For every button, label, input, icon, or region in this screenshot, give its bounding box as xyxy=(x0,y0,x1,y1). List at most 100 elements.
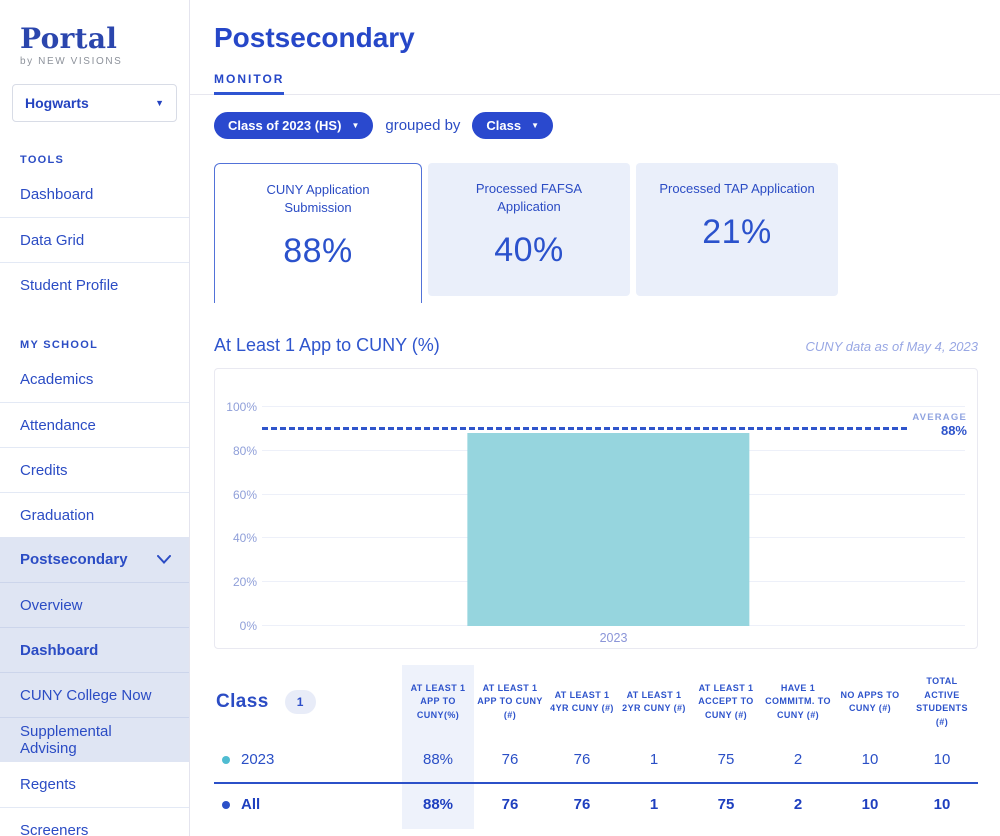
average-label: AVERAGE 88% xyxy=(912,412,967,439)
row-label: 2023 xyxy=(241,751,275,768)
column-header[interactable]: HAVE 1 COMMITM. TO CUNY (#) xyxy=(765,682,831,720)
sidebar-item-student-profile[interactable]: Student Profile xyxy=(0,262,189,307)
cell: 76 xyxy=(501,751,519,768)
y-tick: 80% xyxy=(232,443,257,458)
cohort-filter-dropdown[interactable]: Class of 2023 (HS) ▼ xyxy=(214,112,374,139)
y-tick: 20% xyxy=(232,575,257,590)
main-content: Postsecondary MONITOR Class of 2023 (HS)… xyxy=(190,0,1000,836)
cell: 1 xyxy=(649,796,659,813)
school-selector-value: Hogwarts xyxy=(25,95,89,111)
x-tick-2023: 2023 xyxy=(599,631,628,645)
cell: 75 xyxy=(717,796,735,813)
chart-plot-area: AVERAGE 88% 2023 xyxy=(262,406,967,645)
column-header[interactable]: AT LEAST 1 2YR CUNY (#) xyxy=(622,689,686,714)
column-header[interactable]: AT LEAST 1 APP TO CUNY (#) xyxy=(477,682,543,720)
sidebar-item-supplemental-advising[interactable]: Supplemental Advising xyxy=(0,717,189,762)
stat-card-title: Processed FAFSA Application xyxy=(475,181,583,215)
sidebar-item-postsecondary-label: Postsecondary xyxy=(20,551,128,568)
y-tick: 100% xyxy=(226,400,257,414)
section-label-my-school: MY SCHOOL xyxy=(20,339,99,351)
average-value: 88% xyxy=(940,423,967,439)
group-filter-dropdown[interactable]: Class ▼ xyxy=(472,112,554,139)
table-header-row: Class 1 AT LEAST 1 APP TO CUNY(%) AT LEA… xyxy=(214,665,978,739)
section-label-tools: TOOLS xyxy=(20,154,65,166)
sidebar-item-data-grid[interactable]: Data Grid xyxy=(0,217,189,262)
chevron-down-icon: ▼ xyxy=(155,98,164,108)
column-header[interactable]: NO APPS TO CUNY (#) xyxy=(840,689,900,714)
cell: 10 xyxy=(861,796,879,813)
chevron-down-icon: ▼ xyxy=(351,121,360,130)
sidebar-item-graduation[interactable]: Graduation xyxy=(0,492,189,537)
y-tick: 0% xyxy=(239,619,257,633)
cell: 10 xyxy=(933,751,951,768)
bottom-nav: Regents Screeners xyxy=(0,762,189,836)
average-word: AVERAGE xyxy=(912,412,967,424)
cell: 10 xyxy=(933,796,951,813)
column-header[interactable]: TOTAL ACTIVE STUDENTS (#) xyxy=(916,676,968,727)
tab-bar: MONITOR xyxy=(190,70,1000,95)
tab-monitor[interactable]: MONITOR xyxy=(214,72,285,95)
cell: 1 xyxy=(649,751,659,768)
stat-card-tap[interactable]: Processed TAP Application 21% xyxy=(636,163,838,296)
column-header[interactable]: AT LEAST 1 4YR CUNY (#) xyxy=(550,689,614,714)
my-school-nav: Academics Attendance Credits Graduation xyxy=(0,357,189,537)
stat-cards: CUNY Application Submission 88% Processe… xyxy=(190,163,1000,303)
group-count-badge: 1 xyxy=(284,690,316,714)
stat-card-title: Processed TAP Application xyxy=(659,181,815,196)
chart-header: At Least 1 App to CUNY (%) CUNY data as … xyxy=(190,335,1000,356)
gridline xyxy=(262,406,965,407)
chevron-down-icon: ▼ xyxy=(531,121,540,130)
sidebar-item-overview[interactable]: Overview xyxy=(0,582,189,627)
logo-subtitle: by NEW VISIONS xyxy=(20,56,123,67)
class-summary-table: Class 1 AT LEAST 1 APP TO CUNY(%) AT LEA… xyxy=(190,665,1000,829)
tools-nav: Dashboard Data Grid Student Profile xyxy=(0,172,189,307)
group-column-title: Class xyxy=(216,690,269,712)
row-label-cell: 2023 xyxy=(214,739,402,782)
sidebar-item-attendance[interactable]: Attendance xyxy=(0,402,189,447)
bar-chart: AVERAGE 88% 2023 100% 80% 60% 40% 20% 0% xyxy=(214,368,978,649)
cell: 76 xyxy=(573,751,591,768)
column-header[interactable]: AT LEAST 1 ACCEPT TO CUNY (#) xyxy=(698,682,754,720)
cell: 75 xyxy=(717,751,735,768)
stat-card-fafsa[interactable]: Processed FAFSA Application 40% xyxy=(428,163,630,296)
sidebar-item-screeners[interactable]: Screeners xyxy=(0,807,189,836)
page-title: Postsecondary xyxy=(214,22,415,53)
column-header[interactable]: AT LEAST 1 APP TO CUNY(%) xyxy=(402,665,474,739)
chart-bar[interactable] xyxy=(466,433,749,626)
group-filter-value: Class xyxy=(486,118,522,133)
y-tick: 60% xyxy=(232,487,257,502)
chevron-down-icon xyxy=(157,555,171,564)
sidebar-item-postsecondary-dashboard[interactable]: Dashboard xyxy=(0,627,189,672)
stat-card-cuny-application[interactable]: CUNY Application Submission 88% xyxy=(214,163,422,303)
chart-data-note: CUNY data as of May 4, 2023 xyxy=(805,339,978,354)
cell: 10 xyxy=(861,751,879,768)
school-selector[interactable]: Hogwarts ▼ xyxy=(12,84,177,122)
cell: 76 xyxy=(501,796,519,813)
sidebar-item-academics[interactable]: Academics xyxy=(20,371,94,388)
sidebar-item-postsecondary[interactable]: Postsecondary xyxy=(0,537,189,582)
sidebar-item-cuny-college-now[interactable]: CUNY College Now xyxy=(0,672,189,717)
row-label-cell: All xyxy=(214,784,402,829)
logo-title: Portal xyxy=(20,22,118,55)
average-line xyxy=(262,427,907,431)
postsecondary-nav-group: Postsecondary Overview Dashboard CUNY Co… xyxy=(0,537,189,762)
sidebar-item-credits[interactable]: Credits xyxy=(0,447,189,492)
cell: 88% xyxy=(402,739,474,782)
grouped-by-label: grouped by xyxy=(385,117,461,134)
cell: 2 xyxy=(793,751,803,768)
sidebar: Portal by NEW VISIONS Hogwarts ▼ TOOLS D… xyxy=(0,0,190,836)
table-row-all: All 88% 76 76 1 75 2 10 10 xyxy=(214,782,978,829)
stat-card-title: CUNY Application Submission xyxy=(266,182,370,216)
sidebar-item-regents[interactable]: Regents xyxy=(20,776,76,793)
cell: 76 xyxy=(573,796,591,813)
stat-card-value: 21% xyxy=(702,213,772,252)
app-logo: Portal by NEW VISIONS xyxy=(20,22,189,67)
cell: 2 xyxy=(793,796,803,813)
filter-bar: Class of 2023 (HS) ▼ grouped by Class ▼ xyxy=(190,112,1000,139)
stat-card-value: 40% xyxy=(494,231,564,270)
cell: 88% xyxy=(402,784,474,829)
sidebar-item-dashboard[interactable]: Dashboard xyxy=(20,186,94,203)
cohort-filter-value: Class of 2023 (HS) xyxy=(228,118,342,133)
series-dot-icon xyxy=(222,800,230,809)
